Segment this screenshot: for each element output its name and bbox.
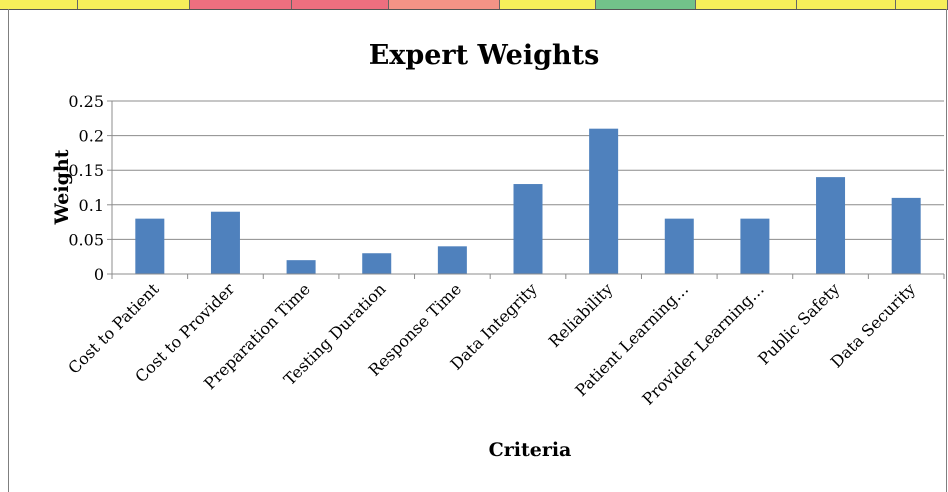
bar <box>740 218 770 274</box>
bar <box>513 184 543 274</box>
bar <box>286 260 316 274</box>
y-tick-label: 0.15 <box>68 161 104 180</box>
top-strip-cell <box>77 0 190 9</box>
top-color-strip <box>0 0 948 10</box>
y-tick-label: 0.1 <box>79 196 104 215</box>
top-strip-cell <box>596 0 696 9</box>
top-strip-cell <box>292 0 389 9</box>
bar <box>891 197 921 274</box>
top-strip-cell <box>796 0 897 9</box>
y-tick-label: 0.25 <box>68 92 104 111</box>
bar <box>437 246 467 274</box>
top-strip-cell <box>695 0 797 9</box>
x-tick-label: Provider Learning… <box>638 279 767 408</box>
bar <box>664 218 694 274</box>
bar <box>135 218 165 274</box>
y-tick-label: 0.05 <box>68 230 104 249</box>
chart-frame-left-border <box>8 9 9 492</box>
x-tick-label: Reliability <box>545 279 617 351</box>
x-axis-title: Criteria <box>489 439 572 461</box>
bar <box>362 253 392 274</box>
bars <box>135 128 921 274</box>
bar <box>210 211 240 274</box>
top-strip-cell <box>0 0 78 9</box>
chart-title: Expert Weights <box>369 40 600 71</box>
y-axis-title: Weight <box>51 149 73 225</box>
y-tick-label: 0 <box>94 265 104 284</box>
y-tick-label: 0.2 <box>79 127 104 146</box>
bar <box>589 128 619 274</box>
chart-frame-right-border <box>946 9 947 492</box>
top-strip-cell <box>388 0 501 9</box>
top-strip-cell <box>189 0 293 9</box>
top-strip-cell <box>500 0 597 9</box>
y-tick-labels: 0 0.05 0.1 0.15 0.2 0.25 <box>68 92 104 284</box>
bar <box>816 177 846 274</box>
axes <box>111 101 945 279</box>
